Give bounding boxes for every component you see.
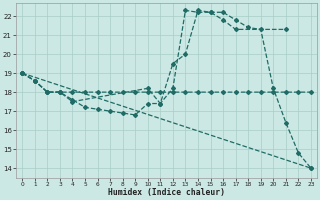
X-axis label: Humidex (Indice chaleur): Humidex (Indice chaleur) xyxy=(108,188,225,197)
